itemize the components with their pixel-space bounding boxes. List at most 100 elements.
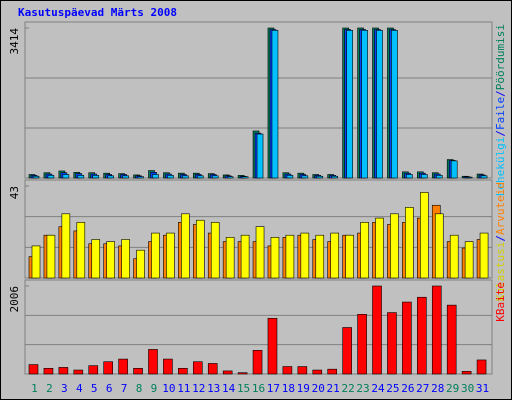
- bar: [151, 232, 160, 279]
- bar: [421, 174, 428, 179]
- x-tick-label: 22: [341, 382, 354, 395]
- bar: [121, 239, 130, 279]
- bar: [178, 367, 188, 375]
- bar: [372, 285, 382, 375]
- x-tick-label: 30: [461, 382, 474, 395]
- legend-entry: Arvuteid: [494, 182, 507, 235]
- bar: [301, 175, 309, 179]
- bar: [464, 241, 474, 279]
- bar: [210, 222, 220, 279]
- bar: [61, 213, 71, 279]
- bar: [76, 222, 86, 279]
- x-tick-label: 15: [237, 382, 250, 395]
- x-tick-label: 18: [282, 382, 295, 395]
- bar: [182, 175, 189, 179]
- bar: [420, 192, 429, 279]
- bar: [43, 367, 54, 375]
- y-tick-label: 43: [8, 186, 21, 199]
- bar: [286, 175, 294, 179]
- bar: [390, 213, 399, 279]
- x-tick-label: 28: [431, 382, 444, 395]
- bar: [330, 232, 340, 279]
- x-tick-label: 23: [356, 382, 369, 395]
- x-tick-label: 31: [476, 382, 489, 395]
- bar: [241, 176, 249, 179]
- bar: [73, 369, 84, 375]
- x-tick-label: 8: [136, 382, 143, 395]
- bar: [387, 312, 397, 375]
- x-tick-label: 29: [446, 382, 459, 395]
- bar: [461, 371, 472, 375]
- bar: [316, 175, 324, 179]
- bar: [435, 175, 443, 179]
- bar: [237, 372, 248, 375]
- bar: [315, 234, 325, 279]
- legend-entry: Pöördumisi: [494, 24, 507, 90]
- bar: [222, 370, 233, 375]
- bar: [282, 366, 293, 375]
- bar: [285, 234, 295, 279]
- bar: [107, 175, 114, 179]
- bar: [167, 175, 174, 179]
- x-tick-label: 20: [312, 382, 325, 395]
- bar: [450, 160, 458, 179]
- bar: [207, 363, 218, 375]
- bar: [47, 175, 55, 179]
- bar: [405, 207, 414, 279]
- bar: [166, 232, 175, 279]
- bar: [342, 327, 352, 375]
- bar: [103, 361, 113, 375]
- bar: [163, 358, 173, 375]
- bar: [226, 176, 234, 179]
- bar: [62, 174, 70, 179]
- x-tick-label: 25: [386, 382, 399, 395]
- bar: [361, 30, 368, 179]
- bar: [133, 367, 143, 375]
- x-tick-label: 12: [192, 382, 205, 395]
- bar: [32, 175, 40, 179]
- bar: [431, 285, 442, 375]
- x-tick-label: 11: [177, 382, 190, 395]
- bar: [28, 364, 39, 375]
- bar: [225, 237, 235, 279]
- x-tick-label: 21: [327, 382, 340, 395]
- bar: [88, 365, 99, 375]
- bar: [270, 237, 280, 279]
- bar: [406, 174, 413, 179]
- legend: Külastusi/Arvuteid: [494, 182, 507, 301]
- bar: [240, 234, 250, 279]
- x-tick-label: 10: [162, 382, 175, 395]
- x-tick-label: 7: [121, 382, 128, 395]
- legend-entry: KBaite: [494, 282, 507, 322]
- x-tick-label: 24: [371, 382, 385, 395]
- x-tick-label: 5: [91, 382, 98, 395]
- bar: [118, 358, 128, 375]
- x-tick-label: 1: [31, 382, 38, 395]
- bar: [256, 133, 264, 179]
- bar: [92, 175, 100, 179]
- x-tick-label: 13: [207, 382, 220, 395]
- legend-entry: Külastusi: [494, 242, 507, 302]
- bar: [449, 234, 459, 279]
- bar: [192, 361, 203, 375]
- x-tick-label: 3: [61, 382, 68, 395]
- bar: [434, 213, 444, 279]
- bar: [446, 304, 457, 375]
- bar: [181, 213, 190, 279]
- bar: [312, 369, 323, 375]
- x-tick-label: 9: [151, 382, 158, 395]
- legend-entry: Lehekülgi: [494, 137, 507, 197]
- bar: [465, 176, 473, 179]
- legend-separator: /: [494, 235, 507, 242]
- bar: [77, 175, 85, 179]
- x-tick-label: 4: [76, 382, 83, 395]
- bar: [479, 232, 489, 279]
- x-tick-label: 17: [267, 382, 280, 395]
- bar: [137, 176, 144, 179]
- y-tick-label: 2006: [8, 286, 21, 313]
- bar: [327, 368, 338, 375]
- bar: [346, 30, 353, 179]
- legend: Lehekülgi/Faile/Pöördumisi: [494, 24, 507, 196]
- bar: [252, 350, 263, 375]
